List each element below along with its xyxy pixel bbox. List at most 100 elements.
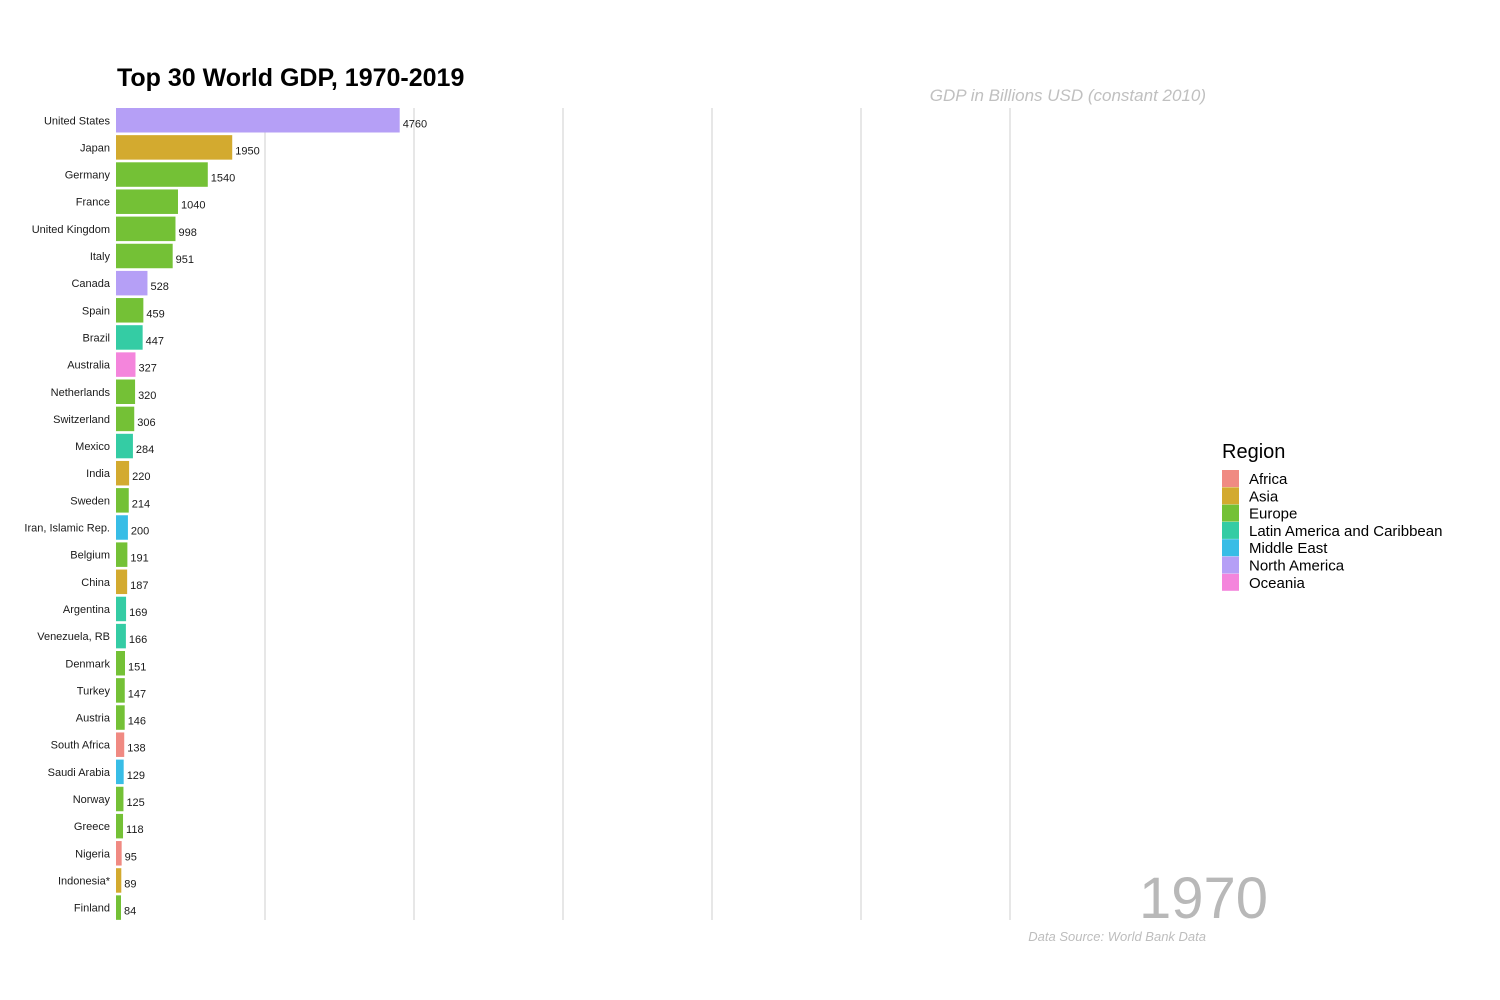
category-label: Canada [71,278,110,290]
legend-swatch [1222,504,1239,522]
bar [116,406,135,432]
bar [116,759,124,785]
category-label: Iran, Islamic Rep. [24,523,110,535]
category-label: Italy [90,251,111,263]
value-label: 998 [178,227,196,239]
legend-label: Europe [1249,506,1297,523]
bar [116,813,124,839]
category-label: China [81,577,111,589]
value-label: 191 [130,553,148,565]
value-label: 166 [129,634,147,646]
bar [116,243,173,269]
value-label: 146 [128,716,146,728]
bar [116,678,125,703]
value-label: 214 [132,498,150,510]
labels: United States 4760 Japan 1950 Germany 1540 Fra… [24,115,427,917]
bar [116,705,125,730]
value-label: 138 [127,743,145,755]
category-label: Spain [82,305,110,317]
bar [116,868,122,893]
bar [116,841,122,866]
bar [116,488,129,513]
bar [116,189,178,214]
bar [116,895,122,920]
value-label: 125 [126,797,144,809]
category-label: Norway [73,794,111,806]
value-label: 151 [128,661,146,673]
value-label: 169 [129,607,147,619]
value-label: 447 [146,335,164,347]
category-label: Japan [80,142,110,154]
bar [116,379,136,404]
category-label: Mexico [75,441,110,453]
year-label: 1970 [1139,866,1268,931]
bars [116,108,400,920]
legend-label: Africa [1249,471,1288,488]
bar [116,135,233,160]
value-label: 459 [146,308,164,320]
category-label: Sweden [70,495,110,507]
legend-swatch [1222,539,1239,557]
legend-swatch [1222,573,1239,591]
legend-title: Region [1222,441,1285,463]
bar [116,651,125,676]
bar [116,623,126,649]
value-label: 187 [130,580,148,592]
value-label: 1950 [235,145,259,157]
bar [116,542,128,567]
value-label: 1540 [211,173,235,185]
bar [116,216,176,242]
value-label: 84 [124,906,136,918]
bar [116,460,130,486]
value-label: 951 [176,254,194,266]
legend-swatch [1222,487,1239,505]
value-label: 129 [127,770,145,782]
data-source-caption: Data Source: World Bank Data [1028,929,1206,944]
category-label: Venezuela, RB [37,631,110,643]
category-label: Finland [74,903,110,915]
bar [116,108,400,133]
chart-title: Top 30 World GDP, 1970-2019 [117,64,464,92]
value-label: 284 [136,444,154,456]
category-label: United Kingdom [32,224,110,236]
bar [116,433,133,459]
category-label: Denmark [65,658,110,670]
category-label: United States [44,115,111,127]
category-label: Nigeria [75,848,111,860]
bar [116,270,148,296]
bar [116,325,143,350]
value-label: 327 [138,363,156,375]
bar [116,596,127,622]
chart-subtitle: GDP in Billions USD (constant 2010) [930,86,1206,105]
value-label: 1040 [181,200,205,212]
bar [116,515,128,540]
category-label: South Africa [51,740,111,752]
category-label: France [76,197,110,209]
bar [116,786,124,812]
bar [116,298,144,323]
legend-label: Asia [1249,488,1279,505]
bar [116,569,128,595]
legend-swatch [1222,556,1239,574]
value-label: 320 [138,390,156,402]
category-label: Australia [67,360,111,372]
legend-swatch [1222,521,1239,539]
value-label: 528 [150,281,168,293]
category-label: Switzerland [53,414,110,426]
category-label: Belgium [70,550,110,562]
value-label: 147 [128,688,146,700]
bar [116,732,125,757]
value-label: 200 [131,526,149,538]
category-label: Netherlands [51,387,111,399]
category-label: Argentina [63,604,111,616]
value-label: 220 [132,471,150,483]
category-label: Indonesia* [58,875,111,887]
value-label: 4760 [403,118,427,130]
category-label: Greece [74,821,110,833]
value-label: 89 [124,878,136,890]
bar [116,352,136,377]
legend-swatch [1222,470,1239,487]
category-label: India [86,468,111,480]
